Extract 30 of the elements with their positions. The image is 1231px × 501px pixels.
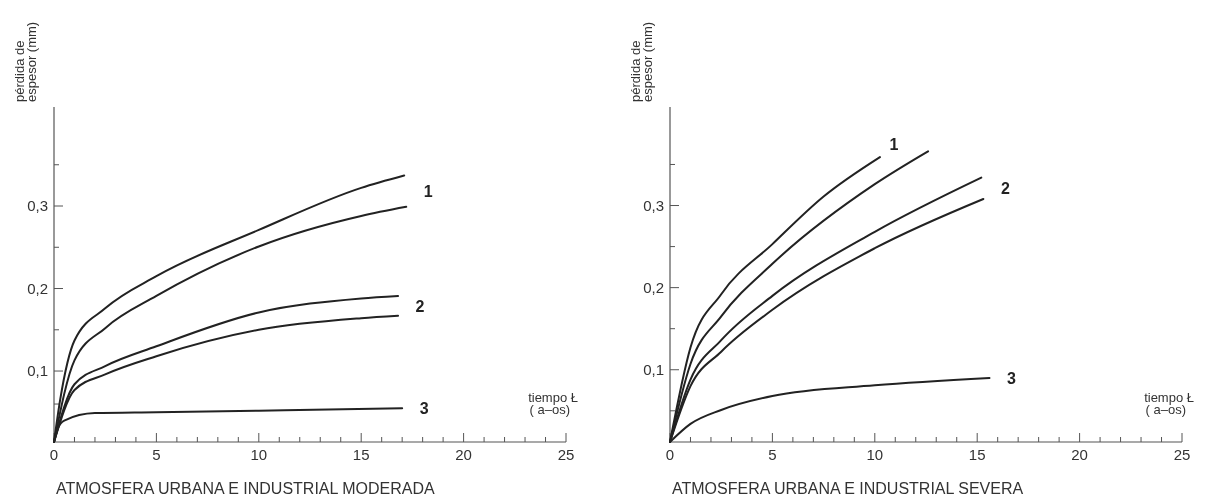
- text: ATMOSFERA URBANA E INDUSTRIAL MODERADA: [56, 480, 436, 497]
- x-tick-label: 10: [866, 446, 884, 463]
- annotation: 3: [1007, 369, 1017, 387]
- x-tick-label: 5: [152, 446, 161, 463]
- x-tick-label: 20: [1071, 446, 1088, 463]
- y-tick-label: 0,3: [27, 197, 48, 215]
- annotation: 2: [415, 297, 425, 315]
- annotation: 2: [1000, 180, 1010, 198]
- x-tick-label: 5: [768, 446, 777, 463]
- y-tick-label: 0,2: [643, 278, 664, 296]
- x-tick-label: 25: [557, 446, 575, 463]
- y-axis-title: pérdida de espesor (mm): [628, 21, 655, 102]
- annotation: 1: [423, 183, 433, 201]
- x-tick-label: 25: [1173, 446, 1191, 463]
- x-tick-label: 15: [968, 446, 986, 463]
- x-tick-label: 0: [49, 446, 59, 463]
- x-tick-label: 15: [352, 446, 370, 463]
- y-axis-title: pérdida de espesor (mm): [12, 21, 39, 102]
- y-tick-label: 0,3: [643, 196, 664, 214]
- y-tick-label: 0,1: [27, 362, 48, 380]
- x-axis-title: tiempo Ł ( a–os): [528, 390, 578, 417]
- x-axis-title: tiempo Ł ( a–os): [1144, 390, 1194, 417]
- y-tick-label: 0,2: [27, 279, 48, 297]
- x-tick-label: 20: [455, 446, 472, 463]
- y-tick-label: 0,1: [643, 360, 664, 378]
- x-tick-label: 10: [250, 446, 268, 463]
- x-tick-label: 0: [665, 446, 675, 463]
- annotation: 3: [419, 400, 429, 418]
- annotation: 1: [889, 136, 899, 154]
- text: ATMOSFERA URBANA E INDUSTRIAL SEVERA: [672, 480, 1024, 497]
